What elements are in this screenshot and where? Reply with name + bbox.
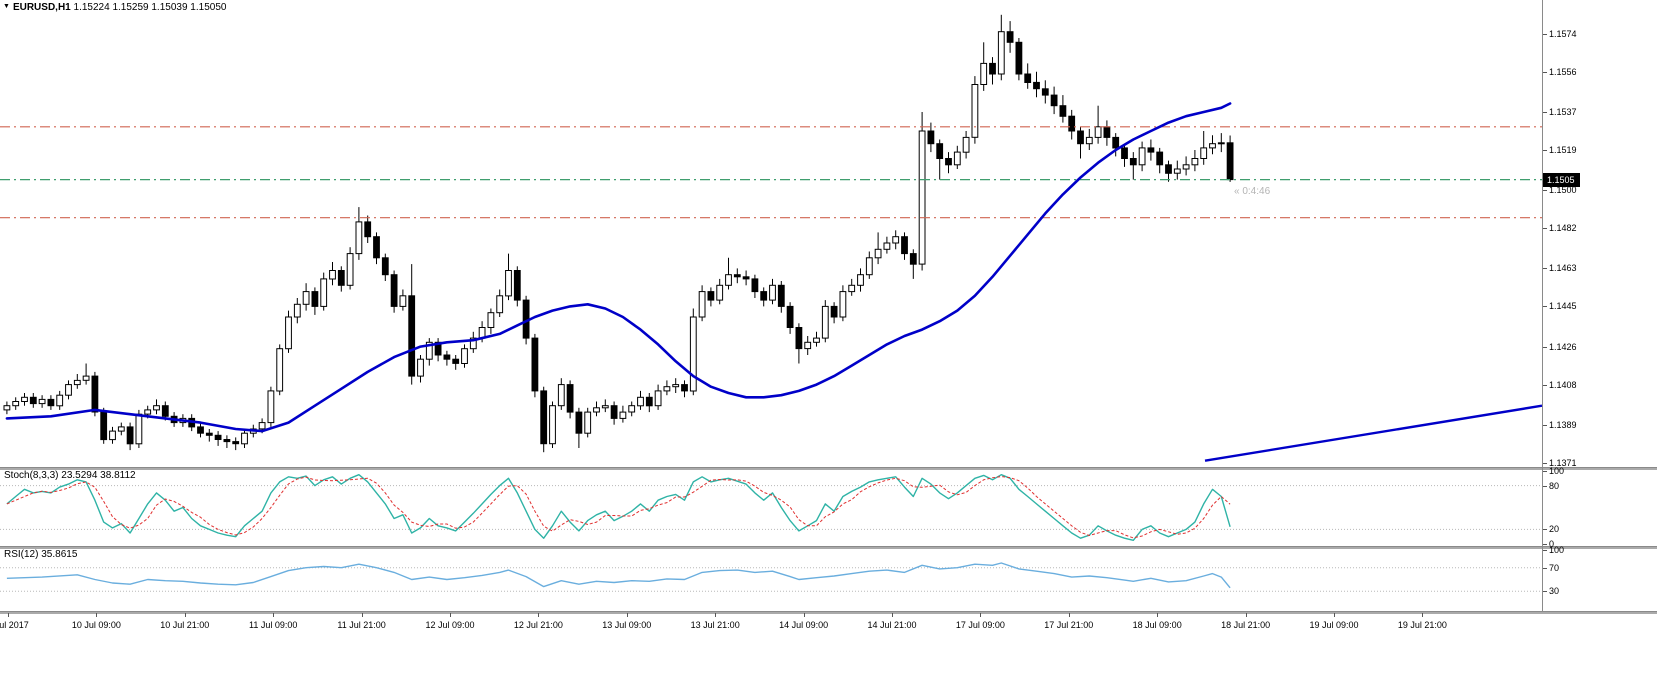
stoch-axis-label: 20 [1549, 524, 1560, 535]
rsi-axis-tick [1543, 550, 1547, 551]
rsi-label: RSI(12) 35.8615 [4, 549, 78, 560]
symbol-marker-icon: ▼ [3, 3, 10, 10]
time-axis-label: 10 Jul 09:00 [71, 620, 121, 630]
price-axis-tick [1543, 228, 1547, 230]
time-axis-label: 19 Jul 09:00 [1309, 620, 1359, 630]
price-axis-tick [1543, 306, 1547, 308]
price-axis-tick [1543, 71, 1547, 73]
price-axis-label: 1.1574 [1549, 28, 1577, 39]
time-axis-label: 7 Jul 2017 [0, 620, 29, 630]
panel-divider[interactable] [0, 467, 1657, 470]
chart-ohlc-values: 1.15224 1.15259 1.15039 1.15050 [73, 2, 227, 13]
price-axis-tick [1543, 462, 1547, 464]
time-axis-tick [1068, 613, 1070, 617]
price-axis-label: 1.1463 [1549, 263, 1577, 274]
candle-countdown: « 0:4:46 [1234, 185, 1271, 197]
price-axis-tick [1543, 150, 1547, 152]
price-axis-separator [1542, 0, 1543, 611]
candlestick-chart-canvas[interactable] [0, 0, 1542, 467]
price-axis-tick [1543, 424, 1547, 426]
time-axis-tick [1422, 613, 1424, 617]
chart-symbol-period: EURUSD,H1 [12, 2, 71, 13]
rsi-axis-tick [1543, 591, 1547, 593]
time-axis-label: 19 Jul 21:00 [1397, 620, 1447, 630]
time-axis-tick [8, 613, 9, 617]
time-axis-tick [96, 613, 98, 617]
time-axis-label: 17 Jul 09:00 [955, 620, 1005, 630]
price-axis-label: 1.1371 [1549, 457, 1577, 468]
stochastic-canvas[interactable] [0, 469, 1542, 546]
price-axis-label: 1.1482 [1549, 223, 1577, 234]
time-axis-label: 18 Jul 21:00 [1221, 620, 1271, 630]
rsi-axis-label: 70 [1549, 562, 1560, 573]
rsi-axis-tick [1543, 567, 1547, 569]
horizontal-level-lines [0, 126, 1542, 219]
price-axis-tick [1543, 346, 1547, 348]
price-axis-tick [1543, 33, 1547, 35]
stochastic-label: Stoch(8,3,3) 23.5294 38.8112 [4, 470, 136, 481]
time-axis-label: 12 Jul 09:00 [425, 620, 475, 630]
stoch-k-line [6, 473, 1231, 542]
time-axis-tick [803, 613, 805, 617]
price-axis-label: 1.1537 [1549, 106, 1577, 117]
stoch-axis-tick [1543, 529, 1547, 531]
rsi-axis-label: 100 [1549, 545, 1565, 555]
rsi-canvas[interactable] [0, 548, 1542, 611]
price-axis-label: 1.1519 [1549, 145, 1577, 156]
price-axis-label: 1.1445 [1549, 301, 1577, 312]
time-axis-label: 17 Jul 21:00 [1044, 620, 1094, 630]
time-axis-tick [1157, 613, 1159, 617]
price-axis-tick [1543, 111, 1547, 113]
time-axis-label: 13 Jul 21:00 [690, 620, 740, 630]
trend-line[interactable] [1204, 404, 1542, 462]
time-axis-label: 13 Jul 09:00 [602, 620, 652, 630]
time-axis-label: 14 Jul 21:00 [867, 620, 917, 630]
price-axis-label: 1.1500 [1549, 185, 1577, 196]
time-axis-tick [715, 613, 717, 617]
time-axis-tick [184, 613, 186, 617]
price-axis-tick [1543, 384, 1547, 386]
price-axis-label: 1.1556 [1549, 66, 1577, 77]
moving-average-line [5, 102, 1232, 433]
time-axis-label: 10 Jul 21:00 [160, 620, 210, 630]
panel-divider[interactable] [0, 546, 1657, 549]
time-axis-tick [273, 613, 275, 617]
time-axis-tick [892, 613, 893, 617]
time-axis-label: 11 Jul 09:00 [249, 620, 298, 630]
price-axis-tick [1543, 190, 1547, 192]
time-axis-tick [361, 613, 363, 617]
time-axis-label: 18 Jul 09:00 [1132, 620, 1182, 630]
current-price-badge: 1.1505 [1543, 172, 1580, 187]
time-axis-tick [1245, 613, 1247, 617]
price-axis-label: 1.1408 [1549, 379, 1577, 390]
stoch-axis-label: 0 [1549, 539, 1555, 549]
time-axis-label: 11 Jul 21:00 [337, 620, 386, 630]
time-axis-tick [626, 613, 628, 617]
stoch-axis-tick [1543, 471, 1547, 472]
time-axis-tick [1334, 613, 1335, 617]
candles-series [3, 14, 1234, 453]
time-axis-tick [450, 613, 451, 617]
stoch-axis-label: 80 [1549, 480, 1560, 491]
time-axis-label: 12 Jul 21:00 [513, 620, 563, 630]
rsi-line [6, 562, 1231, 589]
stoch-d-line [6, 476, 1231, 539]
panel-divider[interactable] [0, 611, 1657, 614]
stoch-axis-tick [1543, 544, 1547, 545]
stoch-axis-tick [1543, 485, 1547, 487]
time-axis-tick [980, 613, 982, 617]
stoch-axis-label: 100 [1549, 466, 1565, 476]
chart-title: ▼ EURUSD,H1 1.15224 1.15259 1.15039 1.150… [3, 2, 226, 13]
time-axis-tick [538, 613, 540, 617]
price-axis-label: 1.1389 [1549, 419, 1577, 430]
rsi-axis-label: 30 [1549, 586, 1560, 597]
price-axis-label: 1.1426 [1549, 341, 1577, 352]
price-axis-tick [1543, 268, 1547, 270]
time-axis-label: 14 Jul 09:00 [779, 620, 829, 630]
